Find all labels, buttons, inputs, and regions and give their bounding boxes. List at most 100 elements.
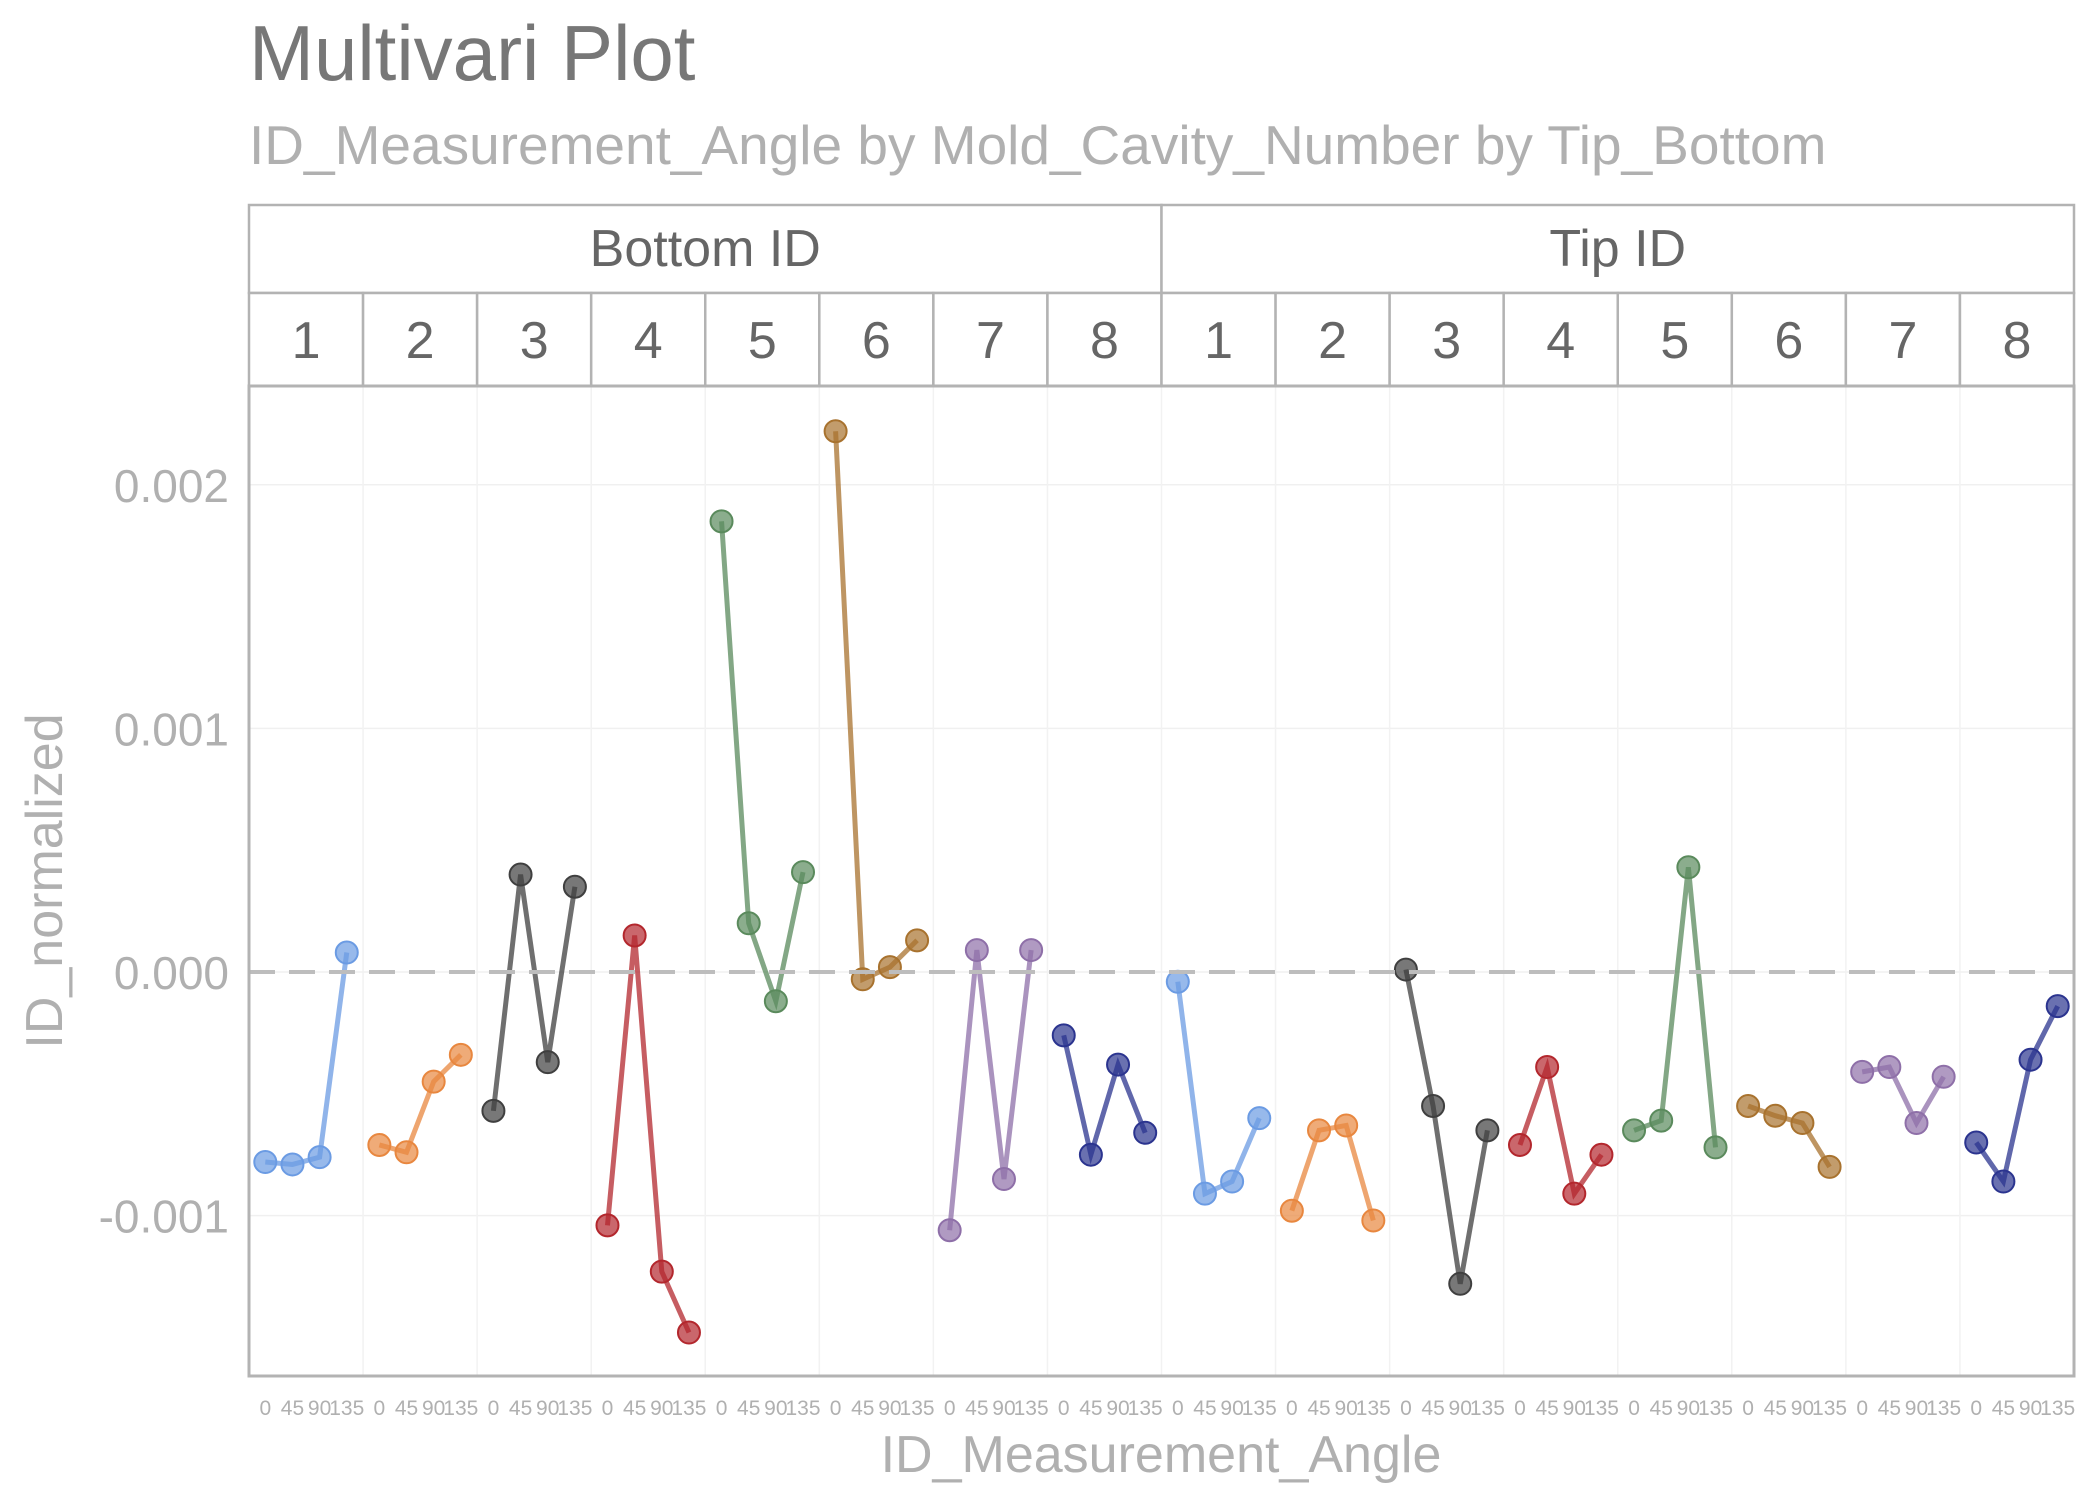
data-point bbox=[1817, 1154, 1842, 1179]
x-tick-label: 90 bbox=[1905, 1397, 1928, 1420]
data-point bbox=[280, 1152, 305, 1177]
panel-border bbox=[247, 384, 2076, 1378]
x-tick-label: 0 bbox=[1742, 1397, 1754, 1420]
y-tick-label: 0.001 bbox=[114, 703, 229, 755]
cavity-strip-label: 2 bbox=[406, 312, 435, 370]
cavity-strip-label: 6 bbox=[862, 312, 891, 370]
cavity-strip bbox=[247, 291, 365, 388]
data-point bbox=[1019, 938, 1044, 963]
data-point bbox=[253, 1150, 278, 1175]
x-tick-label: 90 bbox=[1677, 1397, 1700, 1420]
cavity-strip-label: 8 bbox=[1090, 312, 1119, 370]
data-point bbox=[448, 1042, 473, 1067]
data-point bbox=[937, 1218, 962, 1243]
data-point bbox=[1931, 1064, 1956, 1089]
data-point bbox=[334, 940, 359, 965]
y-axis: -0.001 0.000 0.001 0.002 bbox=[99, 460, 229, 1243]
x-tick-label: 90 bbox=[1106, 1397, 1129, 1420]
x-tick-label: 45 bbox=[851, 1397, 874, 1420]
series-line-bottom-id-cavity-7 bbox=[947, 949, 1034, 1231]
x-tick-label: 90 bbox=[764, 1397, 787, 1420]
x-tick-label: 0 bbox=[944, 1397, 956, 1420]
cavity-strip bbox=[1502, 291, 1619, 388]
x-tick-label: 90 bbox=[1334, 1397, 1357, 1420]
x-tick-label: 135 bbox=[557, 1397, 592, 1420]
x-tick-label: 90 bbox=[878, 1397, 901, 1420]
data-point bbox=[905, 928, 930, 953]
facet-strip-label: Bottom ID bbox=[590, 220, 821, 278]
data-point bbox=[1051, 1023, 1076, 1048]
x-tick-label: 45 bbox=[1079, 1397, 1102, 1420]
series-line-tip-id-cavity-5 bbox=[1633, 866, 1719, 1148]
data-point bbox=[649, 1259, 674, 1284]
x-axis-title: ID_Measurement_Angle bbox=[881, 1426, 1442, 1484]
data-point bbox=[1334, 1113, 1359, 1138]
x-tick-label: 45 bbox=[965, 1397, 988, 1420]
facet-strip bbox=[247, 203, 1163, 295]
x-tick-label: 45 bbox=[1421, 1397, 1444, 1420]
chart-subtitle: ID_Measurement_Angle by Mold_Cavity_Numb… bbox=[249, 114, 1826, 176]
cavity-strip-label: 7 bbox=[976, 312, 1005, 370]
x-tick-label: 45 bbox=[281, 1397, 304, 1420]
data-point bbox=[1763, 1103, 1788, 1128]
x-tick-label: 90 bbox=[308, 1397, 331, 1420]
facet-strips: Bottom ID 1 2 3 4 5 6 7 8 Tip ID 1 2 3 4 5 6 7 8 bbox=[247, 203, 2076, 388]
y-tick-label: 0.000 bbox=[114, 947, 229, 999]
x-tick-label: 90 bbox=[1220, 1397, 1243, 1420]
data-point bbox=[709, 509, 734, 534]
data-point bbox=[1790, 1111, 1815, 1136]
cavity-strip-label: 4 bbox=[1546, 312, 1575, 370]
x-tick-label: 90 bbox=[422, 1397, 445, 1420]
x-tick-label: 0 bbox=[1628, 1397, 1640, 1420]
data-point bbox=[367, 1132, 392, 1157]
series-line-bottom-id-cavity-3 bbox=[490, 874, 578, 1112]
data-point bbox=[1279, 1198, 1304, 1223]
data-point bbox=[1703, 1135, 1728, 1160]
x-tick-label: 90 bbox=[1791, 1397, 1814, 1420]
data-point bbox=[1904, 1111, 1929, 1136]
data-point bbox=[562, 874, 587, 899]
data-point bbox=[1475, 1118, 1500, 1143]
data-point bbox=[1106, 1052, 1131, 1077]
data-point bbox=[595, 1213, 620, 1238]
x-tick-label: 135 bbox=[1926, 1397, 1961, 1420]
data-point bbox=[535, 1050, 560, 1075]
x-tick-label: 0 bbox=[830, 1397, 842, 1420]
x-tick-label: 135 bbox=[1014, 1397, 1049, 1420]
x-tick-label: 135 bbox=[900, 1397, 935, 1420]
data-point bbox=[791, 860, 816, 885]
cavity-strip-label: 5 bbox=[1660, 312, 1689, 370]
x-tick-label: 0 bbox=[1058, 1397, 1070, 1420]
x-tick-label: 135 bbox=[443, 1397, 478, 1420]
data-point bbox=[481, 1098, 506, 1123]
x-tick-label: 0 bbox=[602, 1397, 614, 1420]
data-point bbox=[2045, 994, 2070, 1019]
x-tick-label: 45 bbox=[1193, 1397, 1216, 1420]
y-tick-label: -0.001 bbox=[99, 1191, 229, 1243]
x-tick-label: 0 bbox=[259, 1397, 271, 1420]
x-tick-label: 45 bbox=[1764, 1397, 1787, 1420]
data-point bbox=[421, 1069, 446, 1094]
data-point bbox=[1247, 1106, 1272, 1131]
x-tick-label: 45 bbox=[1878, 1397, 1901, 1420]
series-line-tip-id-cavity-4 bbox=[1517, 1057, 1604, 1200]
data-point bbox=[1078, 1142, 1103, 1167]
x-tick-label: 0 bbox=[1286, 1397, 1298, 1420]
x-tick-label: 0 bbox=[1514, 1397, 1526, 1420]
x-tick-label: 135 bbox=[1698, 1397, 1733, 1420]
x-tick-label: 90 bbox=[992, 1397, 1015, 1420]
x-tick-label: 0 bbox=[1400, 1397, 1412, 1420]
cavity-strip-label: 7 bbox=[1888, 312, 1917, 370]
data-point bbox=[1535, 1055, 1560, 1080]
x-tick-label: 45 bbox=[395, 1397, 418, 1420]
data-point bbox=[1307, 1118, 1332, 1143]
x-tick-label: 90 bbox=[1449, 1397, 1472, 1420]
cavity-strip bbox=[1958, 291, 2076, 388]
x-tick-label: 0 bbox=[374, 1397, 386, 1420]
cavity-strip-label: 3 bbox=[520, 312, 549, 370]
data-point bbox=[1421, 1093, 1446, 1118]
cavity-strip-label: 5 bbox=[748, 312, 777, 370]
series-line-tip-id-cavity-8 bbox=[1974, 1004, 2060, 1188]
series-line-tip-id-cavity-6 bbox=[1747, 1103, 1832, 1169]
data-point bbox=[1964, 1130, 1989, 1155]
